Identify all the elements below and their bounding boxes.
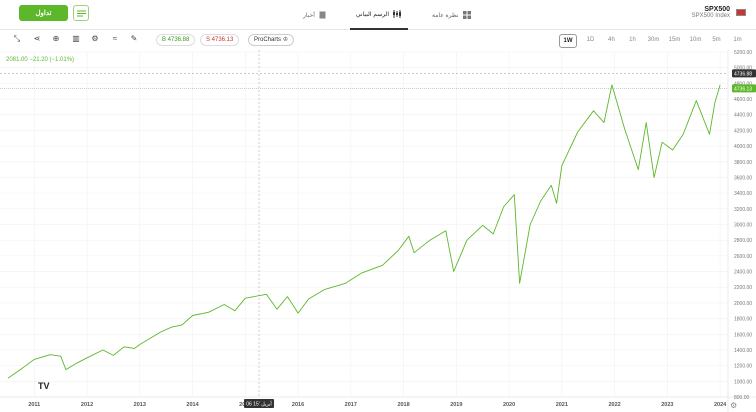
timeframe-1m[interactable]: 1m (733, 37, 742, 43)
y-tick-label: 5200.00 (734, 50, 752, 56)
y-tick-label: 1200.00 (734, 364, 752, 370)
collapse-icon[interactable]: ⤡ (13, 34, 21, 43)
timeframe-1w[interactable]: 1W (559, 34, 577, 48)
trade-button[interactable]: تداول (19, 5, 68, 21)
x-tick-label: 2020 (503, 402, 515, 408)
crosshair-date-label: 06 أبريل '15 (246, 400, 272, 408)
settings-gear-icon: ⚙ (730, 401, 737, 410)
tradingview-logo: TV (38, 381, 50, 391)
y-tick-label: 1800.00 (734, 317, 752, 323)
price-line (7, 84, 721, 379)
x-tick-label: 2024 (714, 402, 727, 408)
crosshair-price-label: 4736.88 (734, 71, 752, 77)
tab-news[interactable]: أخبار (297, 0, 332, 30)
y-tick-label: 4000.00 (734, 144, 752, 150)
grid-icon (462, 11, 471, 19)
x-tick-label: 2013 (134, 402, 146, 408)
x-tick-label: 2012 (81, 402, 93, 408)
y-tick-label: 3400.00 (734, 191, 752, 197)
symbol-name: SPX500 (704, 6, 730, 13)
view-tabs: أخبار الرسم البياني نظرة عامة (297, 0, 477, 30)
buy-price-button[interactable]: B 4736.88 (156, 34, 196, 46)
y-tick-label: 2400.00 (734, 270, 752, 276)
y-tick-label: 3600.00 (734, 175, 752, 181)
y-tick-label: 2800.00 (734, 238, 752, 244)
list-icon (76, 10, 86, 16)
indicators-icon[interactable]: ≈ (112, 34, 118, 43)
timeframe-selector: 1W 1D 4h 1h 30m 15m 10m 5m 1m (559, 34, 748, 48)
menu-button[interactable] (73, 5, 89, 21)
tab-chart[interactable]: الرسم البياني (349, 0, 409, 30)
y-tick-label: 3800.00 (734, 160, 752, 166)
y-tick-label: 3000.00 (734, 223, 752, 229)
timeframe-15m[interactable]: 15m (668, 37, 681, 43)
share-icon[interactable]: ⋖ (33, 34, 41, 43)
add-indicator-icon[interactable]: ⊕ (52, 34, 60, 43)
draw-icon[interactable]: ✎ (130, 34, 138, 43)
bar-chart-icon[interactable]: ▥ (72, 34, 80, 43)
tab-overview[interactable]: نظرة عامة (426, 0, 477, 30)
y-tick-label: 2200.00 (734, 285, 752, 291)
prochart-label: ProCharts (254, 37, 282, 43)
x-tick-label: 2019 (450, 402, 462, 408)
x-tick-label: 2023 (661, 402, 673, 408)
y-tick-label: 2600.00 (734, 254, 752, 260)
timeframe-10m[interactable]: 10m (689, 37, 702, 43)
x-tick-label: 2018 (397, 402, 409, 408)
tab-chart-label: الرسم البياني (355, 11, 390, 18)
y-tick-label: 2000.00 (734, 301, 752, 307)
x-tick-label: 2011 (28, 402, 40, 408)
y-tick-label: 4200.00 (734, 128, 752, 134)
y-tick-label: 1000.00 (734, 379, 752, 385)
settings-icon[interactable]: ⚙ (91, 34, 99, 43)
timeframe-1d[interactable]: 1D (586, 37, 595, 43)
y-tick-label: 1400.00 (734, 348, 752, 354)
price-chart[interactable]: 800.00 1000.00 1200.00 1400.00 1600.00 1800.0… (0, 50, 756, 412)
x-tick-label: 2016 (292, 402, 304, 408)
y-tick-label: 4600.00 (734, 97, 752, 103)
timeframe-30m[interactable]: 30m (647, 37, 660, 43)
prochart-button[interactable]: ProCharts ♔ (248, 34, 295, 46)
x-tick-label: 2014 (186, 402, 199, 408)
y-tick-label: 5000.00 (734, 66, 752, 72)
tab-news-label: أخبار (303, 12, 315, 19)
timeframe-1h[interactable]: 1h (629, 37, 636, 43)
price-info: 2081.00 −21.20 (−1.01%) (6, 57, 75, 63)
tab-overview-label: نظرة عامة (432, 12, 459, 19)
last-price-label: 4736.13 (734, 86, 752, 92)
x-tick-label: 2017 (345, 402, 357, 408)
crosshair-date-tag (244, 399, 275, 408)
timeframe-4h[interactable]: 4h (608, 37, 615, 43)
news-icon (319, 11, 326, 19)
us-flag-icon (736, 9, 746, 16)
last-price-tag (732, 84, 756, 93)
y-tick-label: 1600.00 (734, 332, 752, 338)
crosshair-price-tag (732, 69, 756, 78)
candles-icon (393, 10, 402, 18)
crown-icon: ♔ (282, 37, 289, 43)
timeframe-5m[interactable]: 5m (712, 37, 721, 43)
sell-price-button[interactable]: S 4736.13 (200, 34, 240, 46)
symbol-description: SPX500 Index (691, 13, 730, 19)
y-tick-label: 800.00 (734, 395, 750, 401)
x-tick-label: 2021 (556, 402, 568, 408)
symbol-info: SPX500 SPX500 Index (692, 6, 730, 19)
top-bar: تداول أخبار الرسم البياني نظرة عامة SPX5… (0, 0, 756, 30)
chart-toolbar: ⤡ ⋖ ⊕ ▥ ⚙ ≈ ✎ B 4736.88 S 4736.13 ProCha… (0, 30, 756, 50)
y-tick-label: 3200.00 (734, 207, 752, 213)
y-tick-label: 4400.00 (734, 113, 752, 119)
x-tick-label: 2022 (608, 402, 620, 408)
